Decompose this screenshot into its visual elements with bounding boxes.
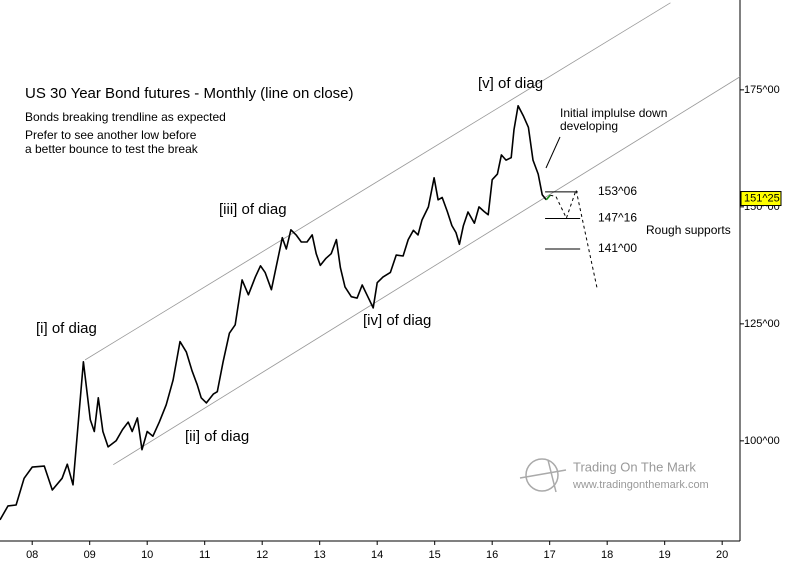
arrow [545, 136, 561, 169]
price-line [0, 105, 547, 521]
y-tick-label: 175^00 [744, 84, 780, 96]
x-tick-label: 15 [429, 549, 441, 561]
x-tick-label: 11 [199, 549, 210, 561]
x-tick-label: 09 [84, 549, 96, 561]
x-tick-label: 19 [659, 549, 671, 561]
x-tick-label: 17 [544, 549, 556, 561]
x-tick-label: 12 [256, 549, 268, 561]
x-tick-label: 18 [601, 549, 613, 561]
annotation: [ii] of diag [185, 428, 249, 445]
y-tick-label: 100^00 [744, 435, 780, 447]
subtitle-line: Prefer to see another low before [25, 128, 197, 142]
x-tick-label: 13 [314, 549, 326, 561]
support-label: 153^06 [598, 184, 637, 198]
watermark-logo [519, 458, 567, 493]
price-line [545, 194, 551, 201]
x-tick-label: 10 [141, 549, 153, 561]
support-label: 147^16 [598, 211, 637, 225]
watermark: www.tradingonthemark.com [572, 479, 709, 491]
x-tick-label: 16 [486, 549, 498, 561]
chart-title: US 30 Year Bond futures - Monthly (line … [25, 85, 354, 102]
subtitle-line: a better bounce to test the break [25, 142, 199, 156]
last-price-box [740, 191, 782, 207]
annotation: [iii] of diag [219, 201, 287, 218]
trend-channel [113, 76, 741, 466]
y-tick-label: 125^00 [744, 318, 780, 330]
x-tick-label: 08 [26, 549, 38, 561]
annotation: Initial implulse down [560, 106, 667, 120]
trend-channel [84, 2, 671, 361]
annotation: [iv] of diag [363, 312, 431, 329]
annotation: [v] of diag [478, 75, 543, 92]
x-tick-label: 20 [716, 549, 728, 561]
watermark: Trading On The Mark [573, 459, 696, 474]
annotation: developing [560, 119, 618, 133]
last-price-label: 151^25 [744, 192, 780, 204]
x-tick-label: 14 [371, 549, 383, 561]
subtitle-line: Bonds breaking trendline as expected [25, 110, 226, 124]
annotation: [i] of diag [36, 320, 97, 337]
support-label: 141^00 [598, 241, 637, 255]
support-note: Rough supports [646, 223, 731, 237]
projection-line [550, 189, 598, 290]
